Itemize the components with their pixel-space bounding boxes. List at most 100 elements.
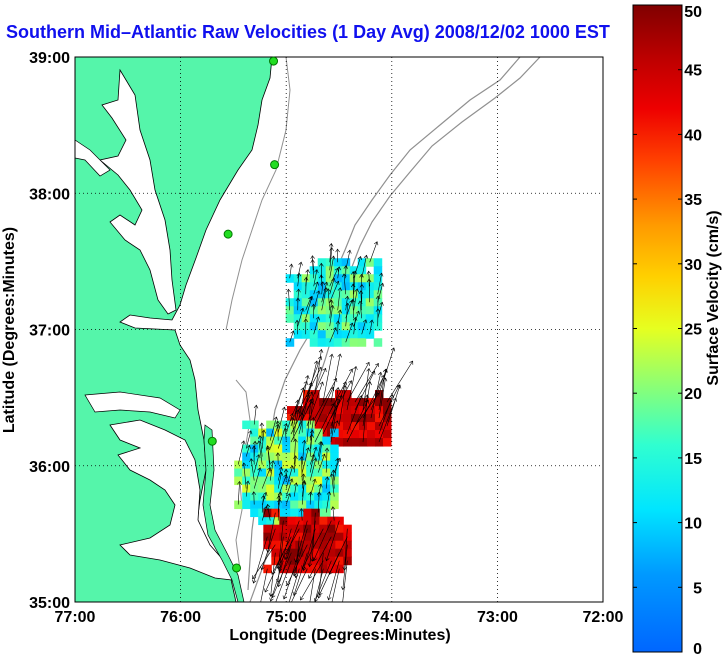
velocity-cell — [266, 468, 275, 478]
velocity-arrowhead — [308, 491, 313, 496]
velocity-cell — [341, 322, 351, 331]
velocity-arrowhead — [278, 466, 284, 471]
velocity-cell — [327, 556, 336, 566]
velocity-arrow — [245, 481, 249, 497]
velocity-arrowhead — [253, 404, 259, 409]
velocity-arrow — [285, 493, 291, 505]
velocity-arrowhead — [263, 491, 268, 496]
velocity-arrowhead — [364, 399, 370, 404]
velocity-arrow — [309, 454, 315, 473]
velocity-cell — [306, 436, 315, 446]
velocity-arrowhead — [252, 575, 256, 580]
velocity-arrowhead — [260, 495, 266, 499]
velocity-cell — [287, 556, 296, 566]
velocity-arrowhead — [257, 435, 263, 439]
velocity-arrow — [313, 520, 332, 561]
velocity-cell — [293, 306, 303, 315]
velocity-cell — [317, 290, 327, 299]
velocity-arrowhead — [277, 498, 282, 503]
velocity-arrowhead — [290, 417, 295, 421]
colorbar-tick-label: 25 — [684, 322, 702, 339]
velocity-cell — [290, 428, 299, 438]
velocity-arrow — [305, 296, 313, 319]
velocity-arrow — [368, 271, 371, 287]
velocity-cell — [317, 282, 327, 291]
colorbar — [632, 4, 683, 653]
velocity-arrowhead — [292, 591, 297, 596]
velocity-cell — [234, 460, 243, 470]
velocity-arrowhead — [324, 447, 330, 452]
velocity-cell — [287, 532, 296, 542]
velocity-cell — [367, 422, 376, 431]
velocity-arrow — [361, 319, 367, 335]
velocity-arrow — [301, 481, 305, 505]
velocity-arrowhead — [303, 318, 309, 323]
velocity-arrow — [309, 447, 317, 465]
velocity-arrow — [309, 479, 316, 497]
velocity-arrow — [331, 473, 335, 497]
velocity-arrow — [330, 354, 341, 403]
velocity-arrowhead — [265, 445, 271, 450]
velocity-cell — [258, 508, 267, 518]
velocity-arrow — [321, 282, 328, 303]
velocity-cell — [330, 428, 339, 438]
y-tick-label: 35:00 — [29, 595, 70, 612]
velocity-arrowhead — [314, 269, 319, 274]
velocity-arrow — [309, 401, 313, 425]
velocity-arrow — [261, 528, 276, 570]
velocity-cell — [322, 492, 331, 502]
velocity-arrow — [312, 259, 315, 279]
velocity-cell — [234, 500, 243, 510]
velocity-cell — [365, 322, 375, 331]
velocity-cell — [359, 414, 368, 423]
x-tick-label: 75:00 — [266, 609, 307, 626]
velocity-arrow — [269, 416, 277, 441]
velocity-arrow — [243, 462, 247, 489]
velocity-cell — [287, 406, 296, 415]
velocity-arrowhead — [258, 605, 262, 608]
velocity-cell — [327, 398, 336, 407]
velocity-arrow — [311, 512, 316, 562]
velocity-arrow — [359, 300, 363, 319]
velocity-cell — [341, 274, 351, 283]
pamlico-sound — [109, 419, 233, 581]
velocity-cell — [309, 274, 319, 283]
velocity-cell — [293, 330, 303, 339]
velocity-cell — [250, 476, 259, 486]
velocity-arrow — [313, 281, 318, 295]
velocity-cell — [343, 438, 352, 447]
velocity-arrowhead — [350, 298, 356, 303]
velocity-cell — [306, 452, 315, 462]
velocity-arrowhead — [332, 327, 337, 332]
velocity-cell — [373, 258, 383, 267]
velocity-cell — [298, 428, 307, 438]
velocity-arrowhead — [382, 377, 388, 382]
colorbar-label: Surface Velocity (cm/s) — [705, 210, 722, 385]
velocity-cell — [375, 430, 384, 439]
velocity-arrowhead — [311, 417, 316, 421]
velocity-cell — [349, 298, 359, 307]
velocity-arrow — [261, 495, 264, 513]
velocity-arrow — [253, 441, 256, 457]
velocity-arrowhead — [301, 473, 306, 478]
velocity-cell — [322, 508, 331, 518]
velocity-cell — [290, 476, 299, 486]
velocity-arrowhead — [344, 295, 350, 300]
velocity-cell — [319, 430, 328, 439]
velocity-arrow — [253, 405, 257, 425]
x-tick-label: 72:00 — [583, 609, 624, 626]
velocity-cell — [263, 540, 272, 550]
velocity-arrow — [309, 417, 314, 441]
velocity-arrowhead — [245, 480, 250, 485]
velocity-arrowhead — [366, 278, 372, 283]
velocity-cell — [343, 548, 352, 558]
velocity-cell — [290, 492, 299, 502]
velocity-cell — [357, 258, 367, 267]
velocity-arrow — [298, 382, 312, 427]
velocity-arrow — [337, 266, 340, 279]
velocity-cell — [309, 282, 319, 291]
y-tick-label: 38:00 — [29, 186, 70, 203]
velocity-arrowhead — [352, 270, 358, 275]
velocity-arrow — [305, 296, 312, 311]
map-title: Southern Mid–Atlantic Raw Velocities (1 … — [6, 22, 610, 42]
